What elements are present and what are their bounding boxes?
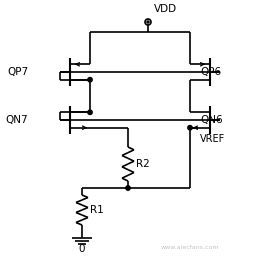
Text: 0: 0 [79, 244, 85, 254]
Circle shape [88, 77, 92, 82]
Text: QN7: QN7 [5, 115, 28, 125]
Circle shape [147, 21, 149, 23]
Text: R2: R2 [136, 159, 150, 169]
Text: QP7: QP7 [7, 67, 28, 77]
Text: www.alecfans.com: www.alecfans.com [161, 245, 219, 250]
Circle shape [88, 110, 92, 115]
Circle shape [188, 125, 192, 130]
Text: QP6: QP6 [200, 67, 221, 77]
Text: VDD: VDD [154, 4, 177, 14]
Text: QN6: QN6 [200, 115, 223, 125]
Text: R1: R1 [90, 205, 104, 215]
Text: VREF: VREF [200, 134, 225, 144]
Circle shape [126, 186, 130, 190]
